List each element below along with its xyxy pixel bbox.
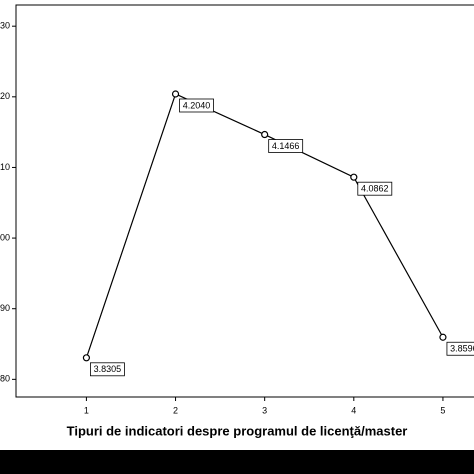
value-label-box [179, 98, 214, 113]
point [82, 354, 91, 362]
plot-frame [15, 4, 474, 398]
x-tick-label: 4 [351, 405, 356, 415]
value-label-box [446, 341, 474, 356]
point [439, 333, 447, 341]
value-label: 4.2040 [183, 100, 211, 110]
point [261, 130, 269, 139]
value-label-box [357, 181, 393, 196]
x-tick-label: 2 [173, 405, 178, 415]
y-tick-label: 3.90 [0, 303, 10, 313]
x-tick-label: 5 [440, 405, 445, 415]
y-tick-label: 4.20 [0, 91, 10, 101]
point [350, 173, 358, 181]
point [171, 90, 180, 98]
value-label: 4.0862 [361, 184, 389, 194]
x-tick-label: 1 [84, 405, 89, 415]
value-label: 3.8305 [94, 364, 122, 374]
x-axis-title: Tipuri de indicatori despre programul de… [67, 423, 408, 438]
value-label-box [90, 362, 125, 377]
value-label-box [268, 139, 304, 153]
value-label: 4.1466 [272, 141, 300, 151]
bottom-bar [0, 450, 474, 474]
value-label: 3.8596 [450, 344, 474, 354]
y-tick-label: 3.80 [0, 374, 10, 384]
x-tick-label: 3 [262, 405, 267, 415]
y-tick-label: 4.30 [0, 21, 10, 31]
y-tick-label: 4.10 [0, 162, 10, 172]
y-tick-label: 4.00 [0, 232, 10, 242]
